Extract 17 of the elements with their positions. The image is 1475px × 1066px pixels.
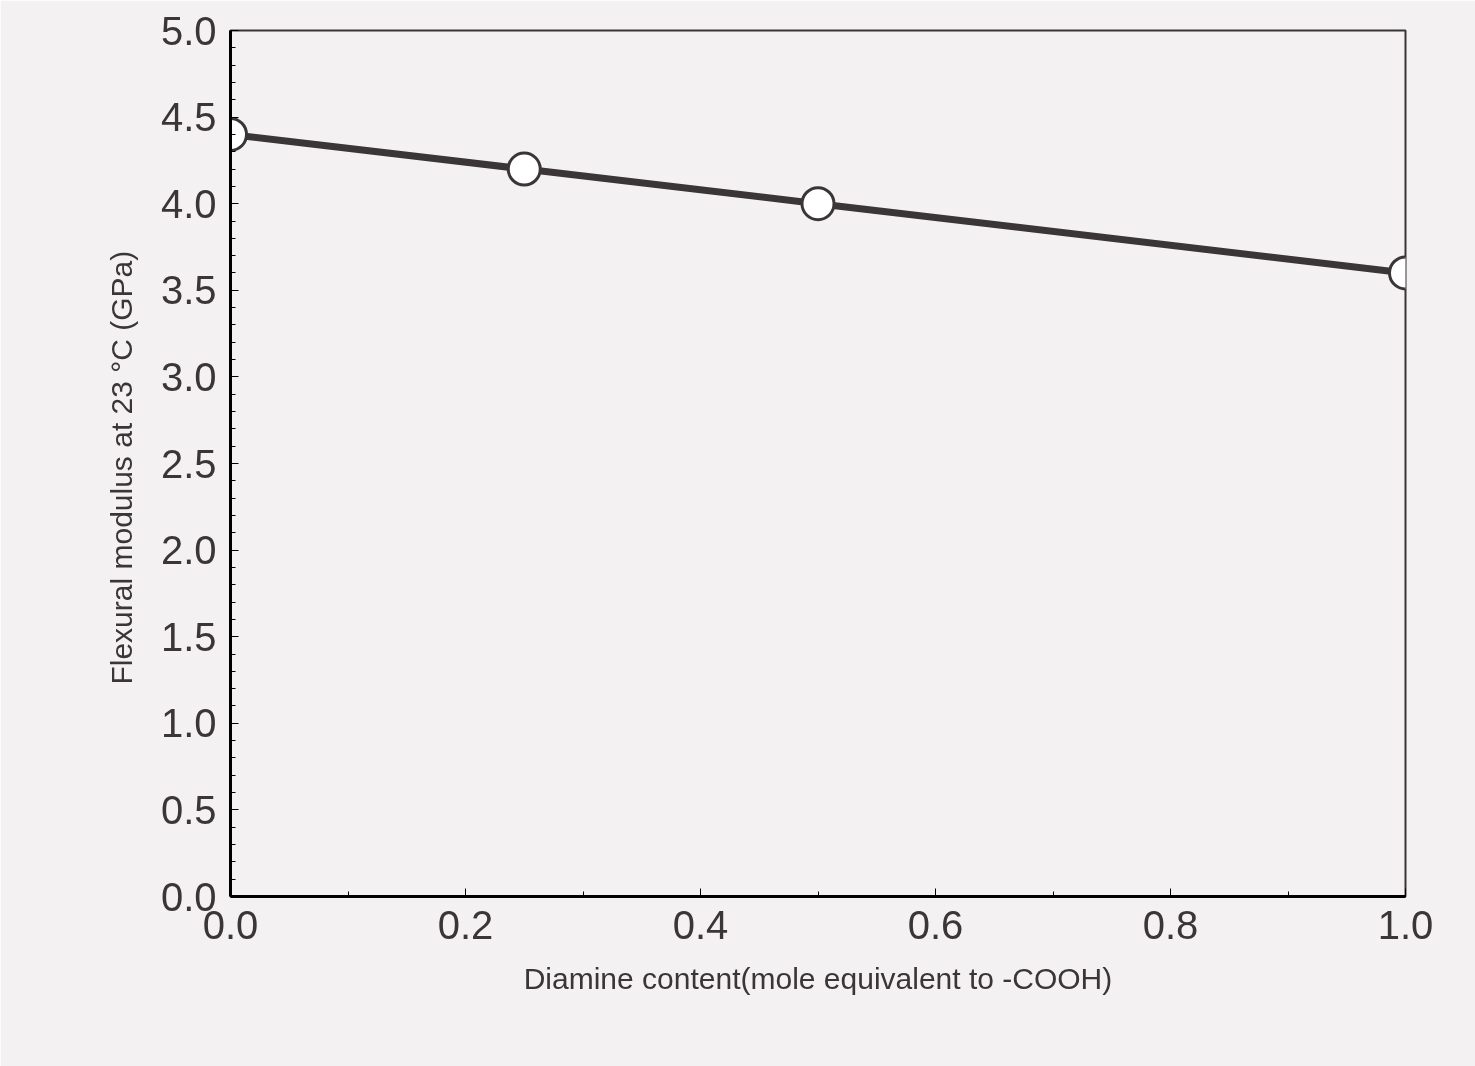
y-tick-label: 4.0 (160, 181, 217, 226)
y-tick-label: 2.0 (160, 528, 217, 573)
y-tick-label: 3.0 (160, 354, 217, 399)
x-tick-label: 0.4 (672, 902, 729, 947)
x-tick-label: 0.8 (1142, 902, 1199, 947)
y-axis-title: Flexural modulus at 23 °C (GPa) (104, 250, 138, 685)
y-tick-label: 2.5 (160, 441, 217, 486)
y-tick-label: 0.5 (160, 787, 217, 832)
y-tick-label: 1.5 (160, 614, 217, 659)
x-axis-title: Diamine content(mole equivalent to -COOH) (523, 961, 1113, 995)
x-tick-label: 0.2 (437, 902, 494, 947)
y-tick-label: 5.0 (160, 8, 217, 53)
x-tick-label: 1.0 (1377, 902, 1434, 947)
y-tick-label: 4.5 (160, 95, 217, 140)
x-tick-label: 0.6 (907, 902, 964, 947)
y-tick-label: 1.0 (160, 701, 217, 746)
y-tick-label: 3.5 (160, 268, 217, 313)
